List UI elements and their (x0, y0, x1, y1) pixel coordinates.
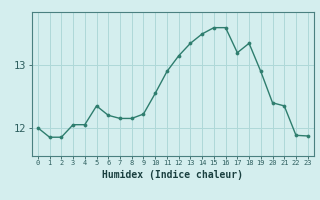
X-axis label: Humidex (Indice chaleur): Humidex (Indice chaleur) (102, 170, 243, 180)
